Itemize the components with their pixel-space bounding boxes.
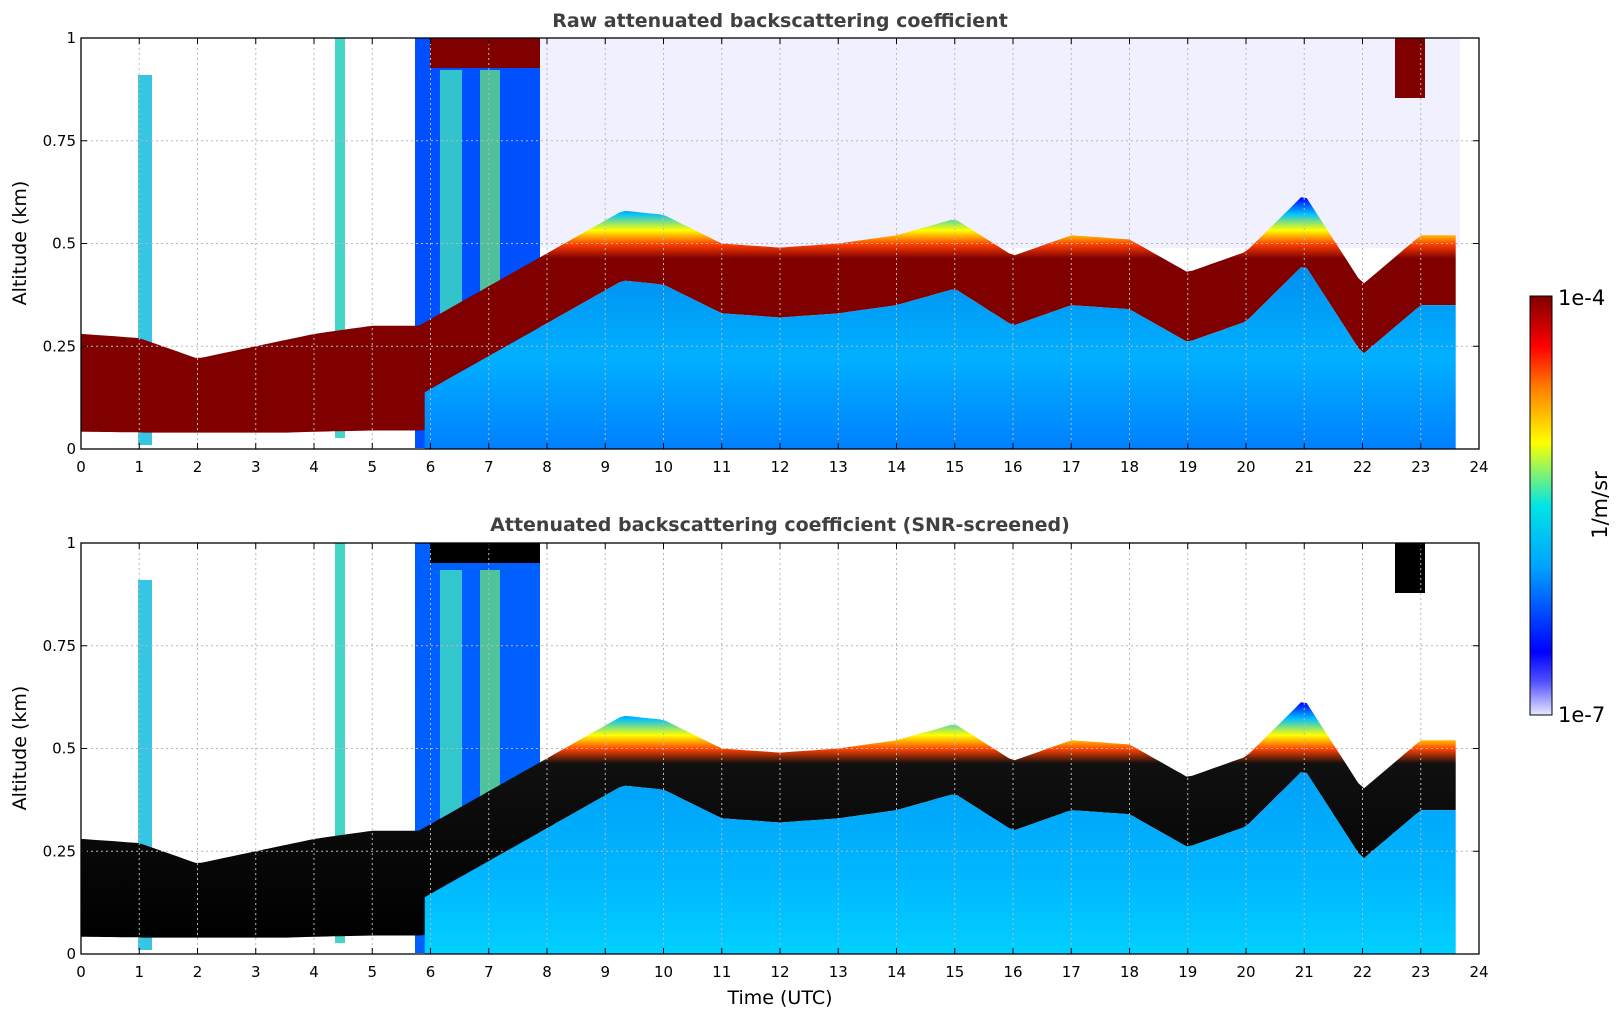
y-tick-label: 0.5 [52,740,76,758]
y-tick-label: 0.25 [43,842,76,860]
y-tick-label: 0.75 [43,132,76,150]
x-tick-label: 21 [1295,963,1314,981]
heatmap-2 [81,543,1456,954]
x-ticks-2: 0 1 2 3 4 5 6 7 8 9 10 11 12 13 14 15 16 17 18 19 20 21 22 23 24 [76,543,1489,981]
x-tick-label: 21 [1295,458,1314,476]
y-ticks-2: 0 0.25 0.5 0.75 1 [43,534,1479,963]
x-tick-label: 14 [887,458,906,476]
x-tick-label: 12 [770,458,789,476]
lower-layer-2 [424,772,1456,954]
grid-1 [81,38,1479,449]
x-tick-label: 7 [484,458,494,476]
x-tick-label: 17 [1062,458,1081,476]
x-tick-label: 19 [1178,458,1197,476]
x-tick-label: 5 [367,963,377,981]
x-tick-label: 8 [542,963,552,981]
x-tick-label: 11 [712,963,731,981]
x-tick-label: 23 [1411,458,1430,476]
noise-region-1 [540,38,1460,248]
x-axis-label: Time (UTC) [726,987,832,1009]
y-tick-label: 1 [66,29,76,47]
y-tick-label: 0 [66,945,76,963]
panel-screened: Attenuated backscattering coefficient (S… [9,514,1489,1009]
x-tick-label: 15 [945,963,964,981]
plume-top-2 [430,543,540,563]
lower-layer-1 [424,267,1456,449]
x-tick-label: 0 [76,963,86,981]
colorbar-min-label: 1e-7 [1558,703,1605,727]
colorbar-gradient [1529,295,1553,716]
x-tick-label: 24 [1469,458,1488,476]
x-tick-label: 11 [712,458,731,476]
panel-raw: Raw attenuated backscattering coefficien… [9,10,1489,476]
morning-column-2 [335,38,345,438]
y-axis-label-2: Altitude (km) [9,686,31,811]
boundary-layer-2 [81,702,1456,938]
x-tick-label: 9 [600,458,610,476]
x-tick-label: 24 [1469,963,1488,981]
x-tick-label: 13 [829,963,848,981]
x-tick-label: 9 [600,963,610,981]
x-tick-label: 5 [367,458,377,476]
panel-2-title: Attenuated backscattering coefficient (S… [490,514,1070,536]
y-tick-label: 0.25 [43,337,76,355]
x-tick-label: 18 [1120,458,1139,476]
x-tick-label: 7 [484,963,494,981]
colorbar: 1e-4 1e-7 1/m/sr [1529,286,1612,727]
x-ticks-1: 0 1 2 3 4 5 6 7 8 9 10 11 12 13 14 15 16 17 18 19 20 21 22 23 24 [76,38,1489,476]
boundary-layer-1 [81,197,1456,433]
x-tick-label: 17 [1062,963,1081,981]
y-ticks-1: 0 0.25 0.5 0.75 1 [43,29,1479,458]
x-tick-label: 13 [829,458,848,476]
y-tick-label: 0.75 [43,637,76,655]
x-tick-label: 10 [654,963,673,981]
heatmap-1 [81,38,1460,449]
x-tick-label: 23 [1411,963,1430,981]
x-tick-label: 19 [1178,963,1197,981]
x-tick-label: 4 [309,963,319,981]
x-tick-label: 3 [251,963,261,981]
x-tick-label: 2 [193,963,203,981]
x-tick-label: 15 [945,458,964,476]
morning-column-4 [335,543,345,943]
y-axis-label-1: Altitude (km) [9,181,31,306]
x-tick-label: 16 [1003,458,1022,476]
colorbar-max-label: 1e-4 [1558,286,1605,310]
evening-cloud-top-1 [1395,38,1425,98]
x-tick-label: 18 [1120,963,1139,981]
x-tick-label: 14 [887,963,906,981]
grid-2 [81,543,1479,954]
x-tick-label: 8 [542,458,552,476]
x-tick-label: 22 [1353,458,1372,476]
panel-1-title: Raw attenuated backscattering coefficien… [552,10,1008,32]
colorbar-unit-label: 1/m/sr [1588,471,1612,539]
x-tick-label: 16 [1003,963,1022,981]
x-tick-label: 1 [134,458,144,476]
x-tick-label: 20 [1236,458,1255,476]
x-tick-label: 6 [426,963,436,981]
x-tick-label: 12 [770,963,789,981]
plume-top-1 [430,38,540,68]
x-tick-label: 20 [1236,963,1255,981]
y-tick-label: 0.5 [52,235,76,253]
evening-cloud-top-2 [1395,543,1425,593]
y-tick-label: 0 [66,440,76,458]
y-tick-label: 1 [66,534,76,552]
x-tick-label: 10 [654,458,673,476]
x-tick-label: 0 [76,458,86,476]
x-tick-label: 1 [134,963,144,981]
x-tick-label: 2 [193,458,203,476]
x-tick-label: 6 [426,458,436,476]
x-tick-label: 4 [309,458,319,476]
x-tick-label: 3 [251,458,261,476]
x-tick-label: 22 [1353,963,1372,981]
